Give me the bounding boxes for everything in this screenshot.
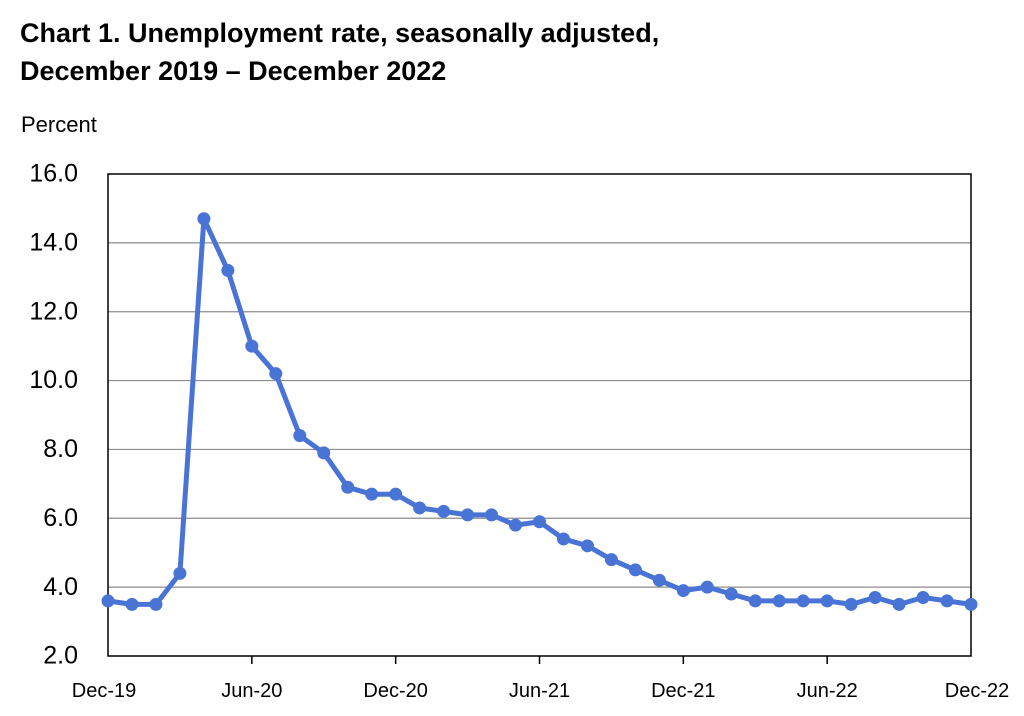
data-point: [293, 429, 306, 442]
data-point: [893, 598, 906, 611]
x-tick-label: Jun-22: [797, 680, 858, 702]
data-point: [245, 340, 258, 353]
x-tick-label: Jun-21: [509, 680, 570, 702]
x-tick-label: Dec-22: [945, 680, 1009, 702]
data-point: [557, 532, 570, 545]
data-point: [485, 508, 498, 521]
data-point: [797, 594, 810, 607]
x-tick-label: Dec-19: [72, 680, 136, 702]
data-point: [413, 501, 426, 514]
data-point: [197, 212, 210, 225]
y-tick-label: 6.0: [43, 504, 78, 532]
x-tick-labels: Dec-19 Jun-20 Dec-20 Jun-21 Dec-21 Jun-22 Dec-…: [72, 656, 1009, 702]
data-point: [581, 539, 594, 552]
data-point: [365, 488, 378, 501]
data-point: [389, 488, 402, 501]
data-point: [317, 446, 330, 459]
y-tick-label: 2.0: [43, 642, 78, 670]
data-point: [102, 594, 115, 607]
data-points: [102, 212, 978, 611]
y-tick-label: 14.0: [29, 228, 78, 256]
y-tick-label: 4.0: [43, 573, 78, 601]
data-point: [749, 594, 762, 607]
data-point: [125, 598, 138, 611]
y-tick-label: 16.0: [29, 160, 78, 188]
data-point: [629, 563, 642, 576]
data-point: [965, 598, 978, 611]
data-point: [509, 519, 522, 532]
data-point: [701, 581, 714, 594]
x-tick-label: Jun-20: [221, 680, 282, 702]
y-tick-label: 12.0: [29, 297, 78, 325]
y-tick-label: 8.0: [43, 435, 78, 463]
data-point: [725, 588, 738, 601]
data-point: [461, 508, 474, 521]
data-point: [941, 594, 954, 607]
data-point: [269, 367, 282, 380]
data-point: [821, 594, 834, 607]
data-point: [773, 594, 786, 607]
x-tick-label: Dec-20: [363, 680, 427, 702]
series-line: [108, 219, 971, 605]
data-point: [845, 598, 858, 611]
y-tick-labels: 2.0 4.0 6.0 8.0 10.0 12.0 14.0 16.0: [29, 160, 78, 670]
data-point: [437, 505, 450, 518]
data-point: [677, 584, 690, 597]
y-tick-label: 10.0: [29, 366, 78, 394]
data-point: [221, 264, 234, 277]
data-point: [149, 598, 162, 611]
data-point: [917, 591, 930, 604]
data-point: [173, 567, 186, 580]
data-point: [869, 591, 882, 604]
x-tick-label: Dec-21: [651, 680, 715, 702]
data-point: [341, 481, 354, 494]
data-point: [653, 574, 666, 587]
data-point: [605, 553, 618, 566]
data-point: [533, 515, 546, 528]
plot-frame: [108, 174, 971, 656]
